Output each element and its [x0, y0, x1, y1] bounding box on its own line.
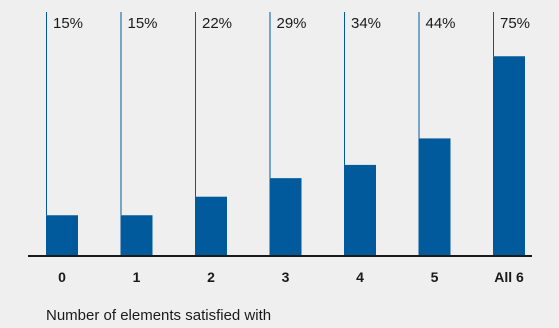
value-label: 29% — [277, 15, 307, 32]
x-tick-label: 1 — [133, 269, 141, 285]
bar-4 — [344, 164, 376, 255]
x-tick-label: 0 — [58, 269, 66, 285]
x-tick-label: 3 — [282, 269, 290, 285]
x-tick-label: All 6 — [494, 269, 524, 285]
bar-3 — [269, 178, 302, 255]
bar-0 — [46, 215, 78, 255]
bar-2 — [195, 196, 227, 255]
callout-lines — [46, 12, 494, 216]
bar-5 — [418, 138, 451, 255]
x-tick-label: 4 — [356, 269, 364, 285]
value-label: 22% — [202, 15, 232, 32]
value-label: 15% — [53, 15, 83, 32]
x-tick-label: 2 — [207, 269, 215, 285]
value-label: 34% — [351, 15, 381, 32]
x-tick-label: 5 — [431, 269, 439, 285]
value-label: 75% — [500, 15, 530, 32]
value-labels: 15% 15% 22% 29% 34% 44% 75% — [53, 15, 530, 32]
bar-1 — [120, 215, 153, 255]
x-axis-title: Number of elements satisfied with — [46, 307, 272, 324]
bar-all-6 — [493, 56, 525, 255]
bars — [46, 56, 525, 255]
value-label: 15% — [128, 15, 158, 32]
x-tick-labels: 0 1 2 3 4 5 All 6 — [58, 269, 524, 285]
value-label: 44% — [426, 15, 456, 32]
